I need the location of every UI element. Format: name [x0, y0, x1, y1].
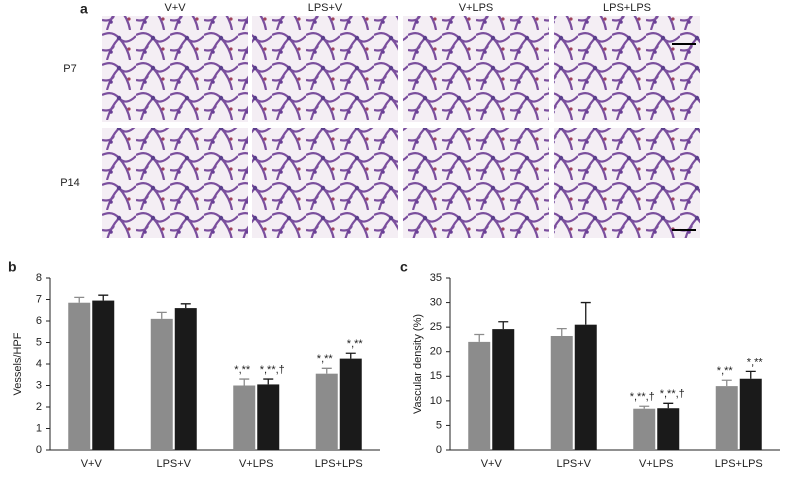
x-tick-label: V+LPS: [239, 458, 274, 470]
error-bar: [156, 311, 167, 319]
bar: [492, 329, 515, 450]
panel-label: c: [400, 259, 408, 275]
micrograph: [102, 16, 248, 122]
error-bar: [239, 378, 250, 386]
significance-label: *,**: [317, 353, 334, 365]
bar: [174, 308, 197, 450]
y-tick-label: 20: [430, 346, 442, 358]
bar: [468, 341, 491, 450]
micrograph: [102, 128, 248, 238]
y-tick-label: 7: [36, 293, 42, 305]
micrograph: [554, 128, 700, 238]
bar: [257, 384, 280, 450]
bar: [574, 324, 597, 450]
column-label: LPS+V: [308, 2, 343, 14]
error-bar: [74, 296, 85, 303]
x-tick-label: V+LPS: [639, 458, 674, 470]
bar: [315, 373, 338, 450]
error-bar: [180, 303, 191, 309]
significance-label: *,**: [717, 365, 734, 377]
x-tick-label: V+V: [81, 458, 103, 470]
x-tick-label: LPS+LPS: [315, 458, 363, 470]
error-bar: [498, 321, 509, 330]
significance-label: *,**: [347, 338, 364, 350]
error-bar: [474, 333, 485, 342]
error-bar: [321, 367, 332, 374]
y-tick-label: 15: [430, 370, 442, 382]
y-tick-label: 5: [436, 419, 442, 431]
column-label: V+V: [164, 2, 186, 14]
bar: [550, 335, 573, 450]
error-bar: [639, 405, 650, 409]
y-tick-label: 30: [430, 296, 442, 308]
x-tick-label: V+V: [481, 458, 503, 470]
y-tick-label: 0: [436, 444, 442, 456]
bar: [150, 318, 173, 450]
row-label: P7: [63, 63, 76, 75]
error-bar: [721, 379, 732, 387]
error-bar: [663, 402, 674, 409]
x-tick-label: LPS+LPS: [715, 458, 763, 470]
micrograph: [252, 128, 398, 238]
error-bar: [263, 378, 274, 385]
bar: [233, 385, 256, 450]
y-tick-label: 0: [36, 444, 42, 456]
bar: [68, 302, 91, 450]
column-label: LPS+LPS: [603, 2, 651, 14]
x-tick-label: LPS+V: [556, 458, 591, 470]
significance-label: *,**: [747, 356, 764, 368]
y-axis-label: Vessels/HPF: [12, 332, 24, 395]
significance-label: *,**,†: [260, 364, 285, 376]
y-tick-label: 3: [36, 379, 42, 391]
error-bar: [345, 352, 356, 359]
bar: [92, 300, 115, 450]
error-bar: [745, 370, 756, 379]
error-bar: [98, 294, 109, 301]
bar: [715, 386, 738, 450]
significance-label: *,**,†: [630, 391, 655, 403]
y-tick-label: 35: [430, 272, 442, 284]
significance-label: *,**,†: [660, 388, 685, 400]
micrograph: [403, 16, 549, 122]
bar: [633, 408, 656, 450]
panel-label: a: [80, 1, 88, 17]
y-axis-label: Vascular density (%): [412, 314, 424, 414]
bar: [739, 378, 762, 450]
panel-label: b: [8, 259, 17, 275]
micrograph: [403, 128, 549, 238]
bar: [339, 358, 362, 450]
y-tick-label: 1: [36, 422, 42, 434]
x-tick-label: LPS+V: [156, 458, 191, 470]
y-tick-label: 6: [36, 315, 42, 327]
micrograph: [252, 16, 398, 122]
y-tick-label: 25: [430, 321, 442, 333]
significance-label: *,**: [234, 364, 251, 376]
y-tick-label: 2: [36, 401, 42, 413]
error-bar: [580, 301, 591, 325]
y-tick-label: 4: [36, 358, 42, 370]
y-tick-label: 8: [36, 272, 42, 284]
y-tick-label: 10: [430, 395, 442, 407]
error-bar: [556, 327, 567, 336]
column-label: V+LPS: [459, 2, 494, 14]
y-tick-label: 5: [36, 336, 42, 348]
row-label: P14: [60, 177, 80, 189]
bar: [657, 408, 680, 450]
micrograph: [554, 16, 700, 122]
